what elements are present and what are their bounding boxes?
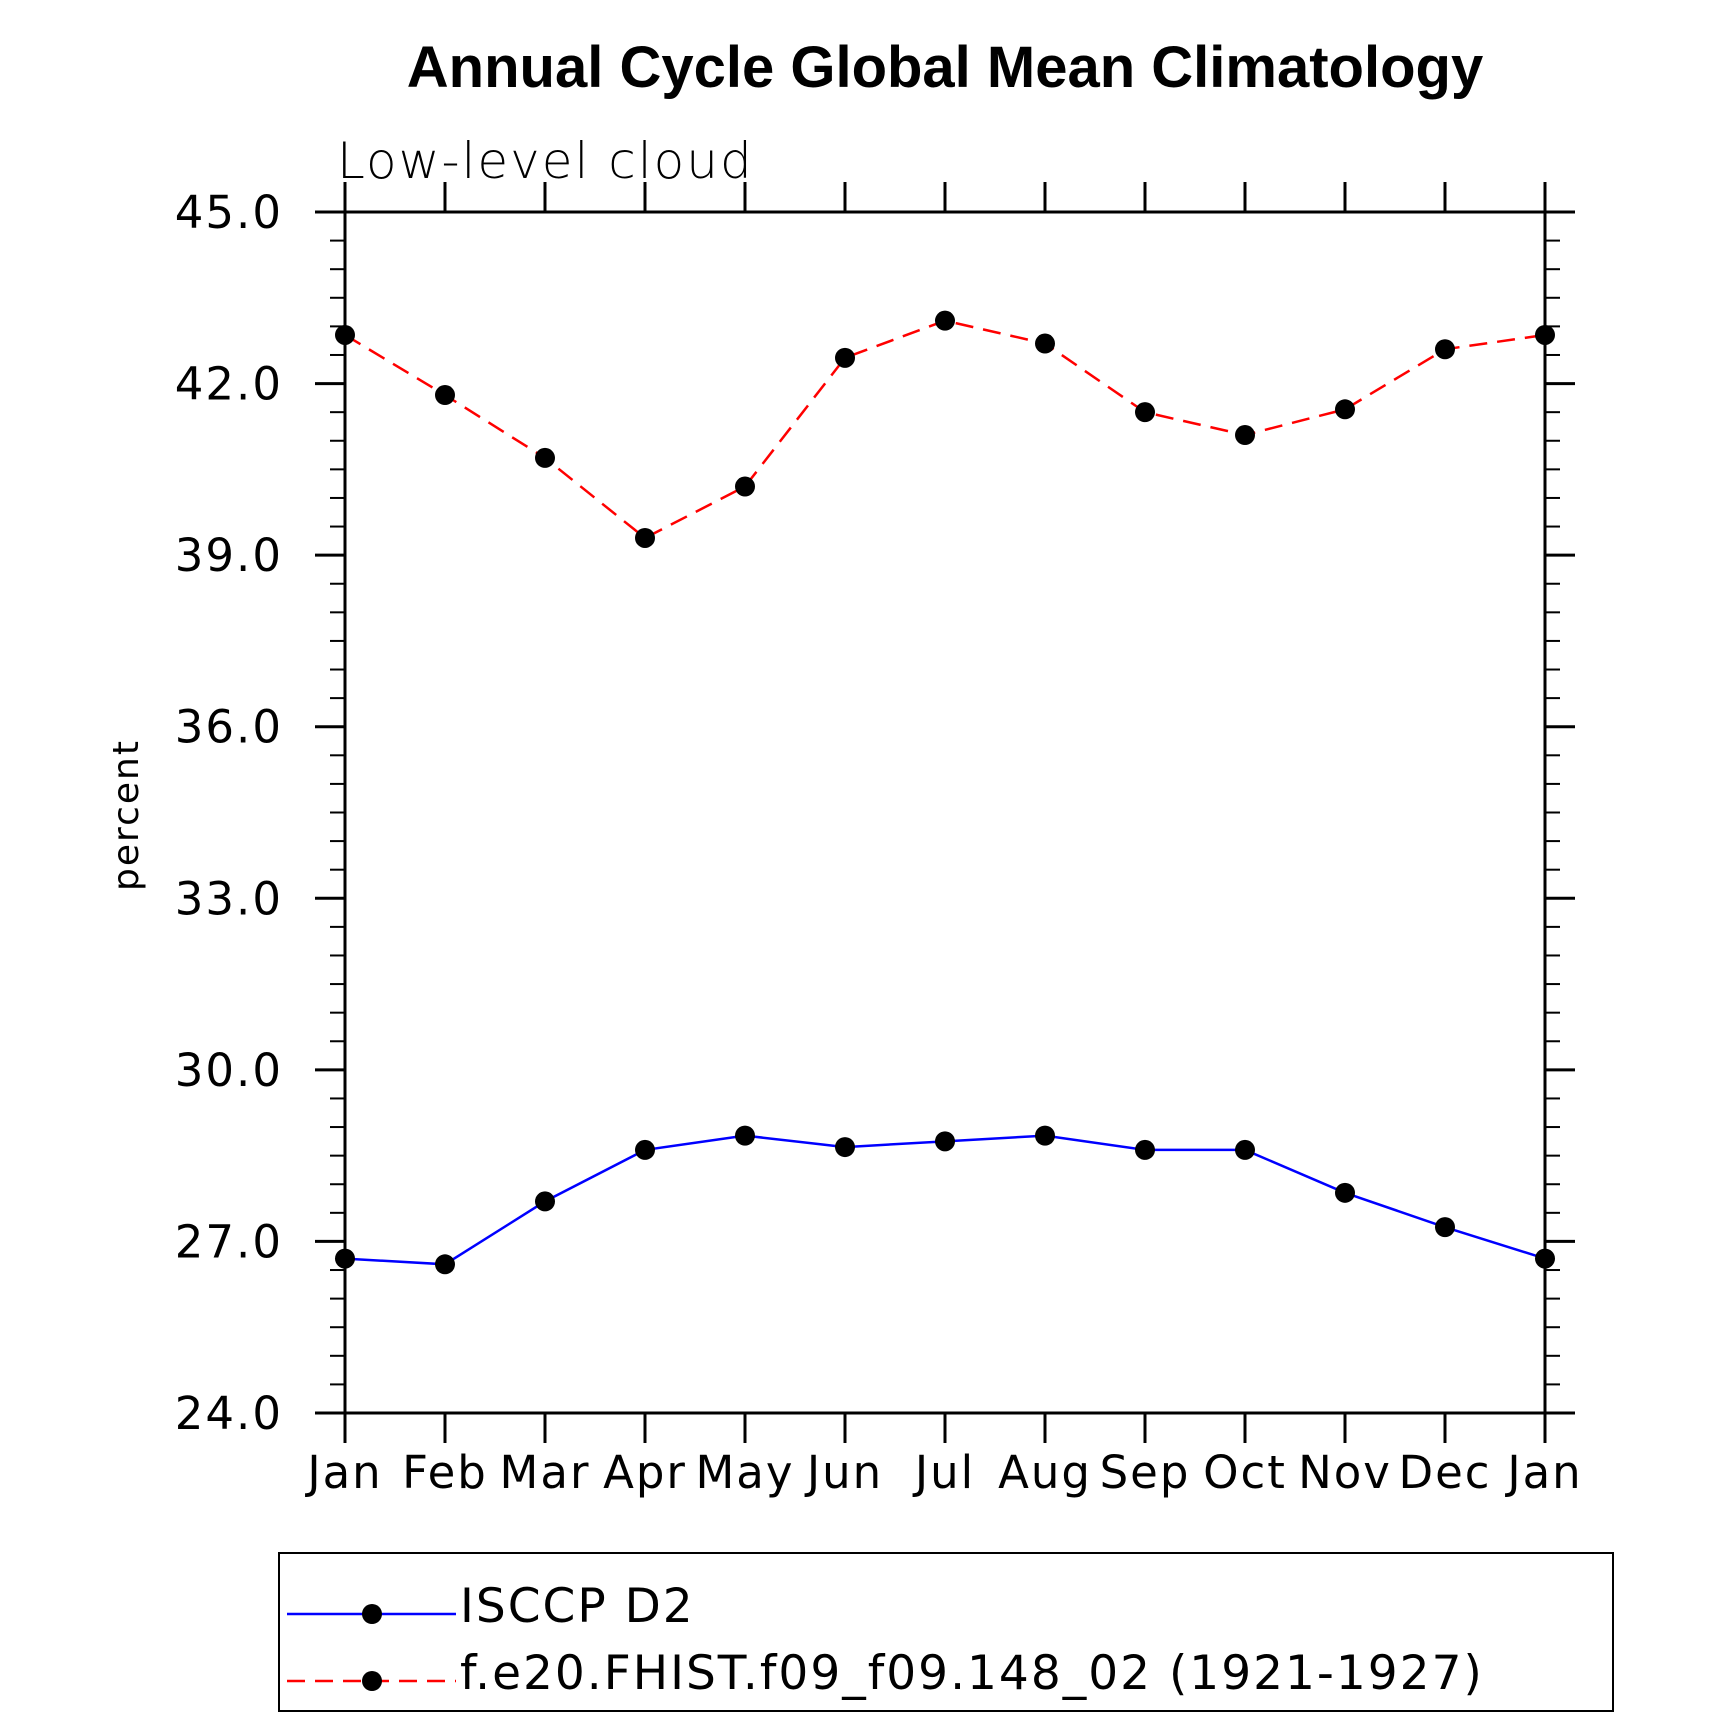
legend-swatch-marker-1	[362, 1671, 382, 1691]
data-point-series-0	[1335, 1182, 1355, 1203]
y-axis-label: percent	[106, 739, 147, 891]
data-point-series-1	[735, 476, 755, 497]
x-tick-label: Jun	[804, 1446, 883, 1499]
legend-swatch-marker-0	[362, 1604, 382, 1624]
data-point-series-1	[1135, 402, 1155, 423]
data-point-series-1	[1235, 425, 1255, 446]
x-tick-label: Sep	[1100, 1446, 1191, 1499]
x-tick-label: Oct	[1203, 1446, 1287, 1499]
data-point-series-0	[435, 1254, 455, 1275]
data-point-series-1	[1535, 324, 1555, 345]
x-tick-label: Apr	[603, 1446, 687, 1499]
x-tick-label: Dec	[1398, 1446, 1491, 1499]
legend-box	[278, 1552, 1614, 1712]
legend	[287, 1604, 456, 1691]
x-tick-label: Jan	[1504, 1446, 1582, 1499]
legend-label-model: f.e20.FHIST.f09_f09.148_02 (1921-1927)	[460, 1646, 1484, 1701]
chart-title: Annual Cycle Global Mean Climatology	[407, 35, 1483, 100]
x-tick-label: Nov	[1298, 1446, 1392, 1499]
y-tick-label: 36.0	[175, 701, 283, 754]
y-tick-label: 27.0	[175, 1215, 283, 1268]
y-tick-label: 24.0	[175, 1387, 283, 1440]
data-point-series-0	[835, 1137, 855, 1158]
x-tick-label: Jul	[912, 1446, 975, 1499]
data-point-series-0	[1235, 1139, 1255, 1160]
legend-label-isccp: ISCCP D2	[460, 1579, 695, 1634]
x-tick-label: Jan	[304, 1446, 382, 1499]
x-tick-label: Mar	[500, 1446, 591, 1499]
y-tick-label: 39.0	[175, 529, 283, 582]
data-point-series-1	[1035, 333, 1055, 354]
y-tick-label: 45.0	[175, 186, 283, 239]
data-point-series-0	[735, 1125, 755, 1146]
series-line-1	[344, 319, 1546, 540]
chart-subtitle: Low-level cloud	[337, 132, 754, 190]
y-tick-label: 33.0	[175, 872, 283, 925]
plot-frame	[343, 210, 1547, 1415]
data-point-series-0	[935, 1131, 955, 1152]
y-tick-label: 30.0	[175, 1044, 283, 1097]
data-point-series-1	[935, 310, 955, 331]
data-point-series-1	[1435, 339, 1455, 360]
data-point-series-0	[1135, 1139, 1155, 1160]
data-point-series-0	[1435, 1217, 1455, 1238]
data-point-series-1	[335, 324, 355, 345]
data-point-series-0	[335, 1248, 355, 1269]
y-tick-label: 42.0	[175, 358, 283, 411]
data-point-series-1	[835, 347, 855, 368]
data-point-series-0	[1535, 1248, 1555, 1269]
data-point-series-1	[435, 385, 455, 406]
series-line-0	[344, 1134, 1546, 1266]
data-point-series-1	[635, 527, 655, 548]
data-point-series-0	[635, 1139, 655, 1160]
data-point-series-0	[535, 1191, 555, 1212]
series-layer	[335, 310, 1555, 1275]
x-tick-label: Aug	[998, 1446, 1092, 1499]
data-point-series-1	[535, 447, 555, 468]
x-tick-label: Feb	[402, 1446, 488, 1499]
data-point-series-1	[1335, 399, 1355, 420]
x-tick-label: May	[695, 1446, 794, 1499]
data-point-series-0	[1035, 1125, 1055, 1146]
